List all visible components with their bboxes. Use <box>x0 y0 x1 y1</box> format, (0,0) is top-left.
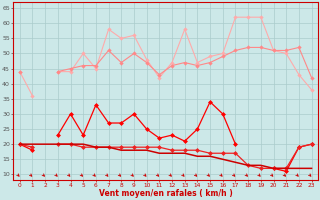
X-axis label: Vent moyen/en rafales ( km/h ): Vent moyen/en rafales ( km/h ) <box>99 189 233 198</box>
